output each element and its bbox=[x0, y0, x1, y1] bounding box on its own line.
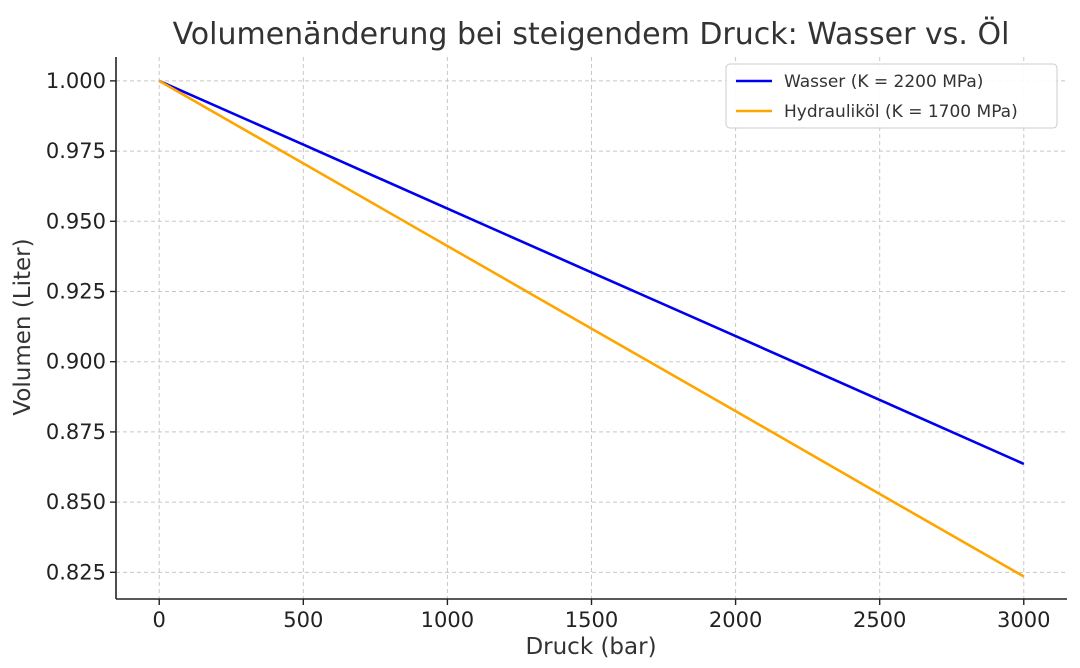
x-axis-label: Druck (bar) bbox=[525, 634, 656, 660]
x-tick-label: 1500 bbox=[565, 608, 618, 632]
chart-title: Volumenänderung bei steigendem Druck: Wa… bbox=[173, 16, 1010, 52]
x-tick-label: 2500 bbox=[853, 608, 906, 632]
legend: Wasser (K = 2200 MPa) Hydrauliköl (K = 17… bbox=[725, 63, 1058, 129]
series-lines bbox=[158, 79, 1025, 578]
y-tick-label: 0.925 bbox=[46, 279, 106, 303]
x-tick-label: 0 bbox=[153, 608, 166, 632]
y-tick-label: 0.825 bbox=[46, 560, 106, 584]
y-tick-label: 0.975 bbox=[46, 139, 106, 163]
series-line-1 bbox=[158, 79, 1025, 578]
y-tick-label: 0.850 bbox=[46, 490, 106, 514]
legend-label-0: Wasser (K = 2200 MPa) bbox=[784, 72, 983, 92]
y-tick-label: 1.000 bbox=[46, 69, 106, 93]
x-tick-label: 1000 bbox=[421, 608, 474, 632]
series-line-0 bbox=[158, 79, 1025, 466]
x-tick-label: 3000 bbox=[997, 608, 1050, 632]
x-tick-label: 500 bbox=[283, 608, 323, 632]
y-tick-label: 0.900 bbox=[46, 350, 106, 374]
y-axis-label: Volumen (Liter) bbox=[10, 238, 36, 415]
legend-box bbox=[725, 63, 1058, 129]
ticks: 0 500 1000 1500 2000 2500 3000 0.825 0.850 0.875 0… bbox=[46, 69, 1051, 632]
x-tick-label: 2000 bbox=[709, 608, 762, 632]
y-tick-label: 0.875 bbox=[46, 420, 106, 444]
legend-label-1: Hydrauliköl (K = 1700 MPa) bbox=[784, 102, 1018, 122]
grid bbox=[116, 57, 1067, 599]
y-tick-label: 0.950 bbox=[46, 209, 106, 233]
